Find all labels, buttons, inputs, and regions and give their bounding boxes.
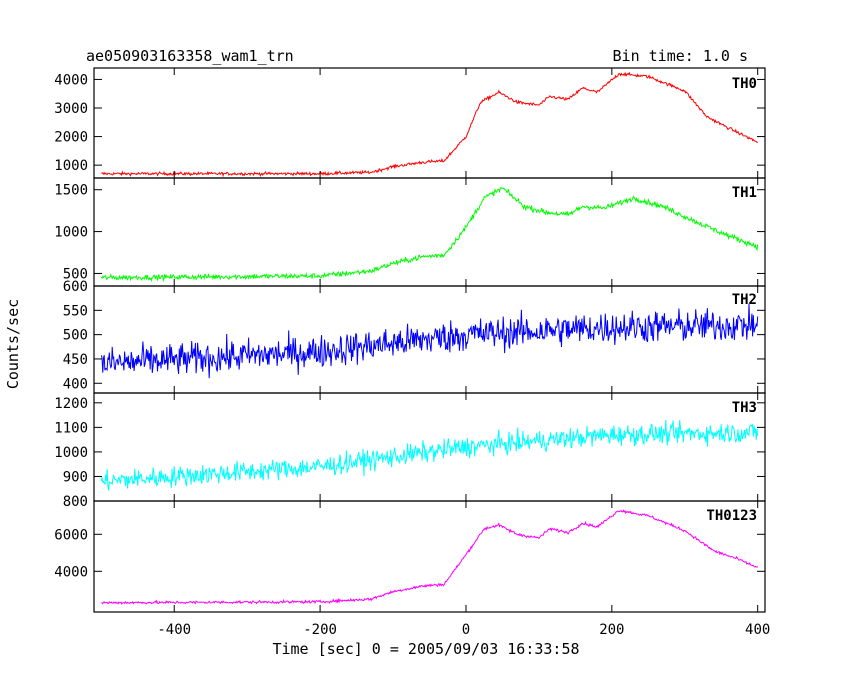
y-tick-label: 500 <box>63 328 88 344</box>
y-tick-label: 6000 <box>54 527 88 543</box>
panels-group: 1000 2000 3000 4000 TH0 500 1000 1500 TH1 400 450 5… <box>54 67 766 613</box>
panel-th1: 500 1000 1500 TH1 <box>54 177 766 287</box>
panel-label: TH0123 <box>706 508 757 524</box>
series-line-th3 <box>100 419 759 491</box>
x-tick-label: 200 <box>599 622 624 638</box>
y-tick-label: 4000 <box>54 72 88 88</box>
series-line-th0 <box>101 71 758 178</box>
y-tick-label: 400 <box>63 376 88 392</box>
panel-th3: 800 900 1000 1100 1200 TH3 <box>54 392 766 510</box>
y-tick-label: 1000 <box>54 158 88 174</box>
y-tick-label: 1500 <box>54 183 88 199</box>
series-line-th0123 <box>101 509 759 606</box>
y-tick-label: 2000 <box>54 130 88 146</box>
panel-label: TH2 <box>732 292 757 308</box>
y-axis-title: Counts/sec <box>4 299 22 389</box>
y-tick-label: 1000 <box>54 445 88 461</box>
x-axis: -400 -200 0 200 400 <box>157 622 770 638</box>
panel-th0123: 4000 6000 TH0123 <box>54 500 766 613</box>
panel-th2: 400 450 500 550 600 TH2 <box>63 279 766 394</box>
panel-frame <box>93 500 766 613</box>
y-tick-label: 600 <box>63 279 88 295</box>
panel-label: TH1 <box>732 185 757 201</box>
y-tick-label: 1000 <box>54 225 88 241</box>
x-tick-label: -200 <box>303 622 337 638</box>
panel-label: TH0 <box>732 76 757 92</box>
series-line-th1 <box>100 186 759 283</box>
y-tick-label: 3000 <box>54 101 88 117</box>
y-tick-label: 500 <box>63 266 88 282</box>
y-tick-label: 900 <box>63 469 88 485</box>
panel-frame <box>93 392 766 502</box>
panel-frame <box>93 177 766 287</box>
y-tick-label: 800 <box>63 494 88 510</box>
x-tick-label: 0 <box>462 622 470 638</box>
y-tick-label: 1200 <box>54 396 88 412</box>
series-line-th2 <box>100 303 759 379</box>
y-tick-label: 1100 <box>54 420 88 436</box>
bin-time-label: Bin time: 1.0 s <box>613 47 748 65</box>
y-tick-label: 4000 <box>54 564 88 580</box>
y-tick-label: 450 <box>63 352 88 368</box>
x-tick-label: 400 <box>745 622 770 638</box>
panel-th0: 1000 2000 3000 4000 TH0 <box>54 67 766 179</box>
chart-title: ae050903163358_wam1_trn <box>86 47 294 65</box>
x-tick-label: -400 <box>157 622 191 638</box>
y-tick-label: 550 <box>63 303 88 319</box>
x-axis-title: Time [sec] 0 = 2005/09/03 16:33:58 <box>272 640 579 658</box>
panel-label: TH3 <box>732 400 757 416</box>
